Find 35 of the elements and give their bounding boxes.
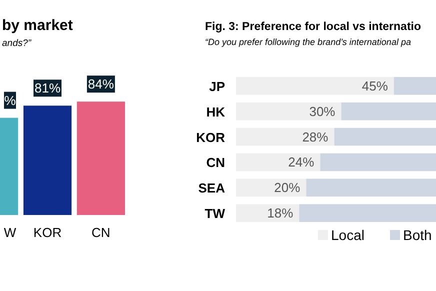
data-label: 84%: [88, 76, 114, 92]
legend-label: Local: [331, 227, 364, 243]
data-label: 28%: [302, 129, 329, 144]
x-tick-label: W: [4, 225, 17, 240]
bar: [320, 153, 436, 172]
data-label: 18%: [267, 206, 294, 221]
y-tick-label: SEA: [198, 180, 226, 196]
data-label: 24%: [288, 154, 315, 170]
data-label: 20%: [274, 180, 301, 196]
bar: [236, 204, 300, 222]
bar: [236, 153, 320, 172]
chart-title: by market: [2, 17, 73, 34]
x-tick-label: KOR: [33, 225, 62, 240]
y-tick-label: HK: [206, 104, 226, 120]
data-label: 81%: [34, 80, 61, 96]
legend-label: Both: [403, 227, 432, 243]
bar: [236, 102, 342, 120]
y-tick-label: CN: [206, 155, 225, 170]
chart-subtitle: “Do you prefer following the brand’s international pa: [205, 37, 411, 47]
y-tick-label: KOR: [196, 130, 226, 145]
bar: [341, 102, 436, 120]
data-label: 30%: [309, 104, 336, 119]
bar: [236, 128, 334, 146]
y-tick-label: TW: [204, 206, 226, 222]
bar: [334, 128, 436, 146]
chart-title: Fig. 3: Preference for local vs internatio: [205, 21, 422, 33]
bar: [299, 204, 436, 222]
x-tick-label: CN: [92, 225, 110, 240]
bar: [236, 77, 394, 95]
data-label: 45%: [362, 78, 388, 94]
data-label: %: [4, 92, 16, 108]
y-tick-label: JP: [209, 78, 226, 94]
bar: [306, 178, 436, 197]
bar: [394, 77, 436, 95]
chart-subtitle: ands?”: [2, 38, 32, 49]
